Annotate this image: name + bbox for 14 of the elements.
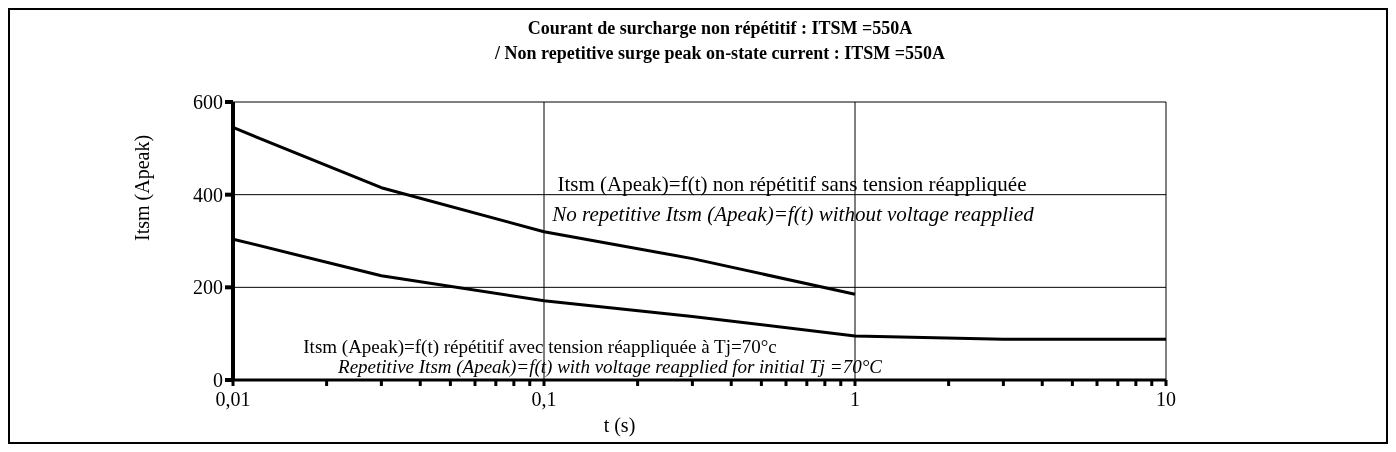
y-tick-label: 600 — [193, 91, 223, 114]
chart-subtitle: / Non repetitive surge peak on-state current : ITSM =550A — [493, 43, 946, 64]
x-tick-label: 10 — [1156, 388, 1176, 410]
annotation: No repetitive Itsm (Apeak)=f(t) without voltage reapplied — [552, 202, 1034, 226]
x-tick-label: 0,1 — [531, 388, 557, 410]
annotation: Repetitive Itsm (Apeak)=f(t) with voltage reapplied for initial Tj =70°C — [338, 356, 882, 377]
y-tick-label: 200 — [193, 276, 223, 299]
chart-title: Courant de surcharge non répétitif : ITSM =550A — [526, 18, 914, 39]
x-tick-label: 1 — [850, 388, 860, 410]
annotation: Itsm (Apeak)=f(t) non répétitif sans tension réappliquée — [557, 172, 1027, 196]
y-axis-title: Itsm (Apeak) — [131, 134, 155, 241]
y-tick-label: 400 — [193, 183, 223, 206]
annotation: Itsm (Apeak)=f(t) répétitif avec tension réappliquée à Tj=70°c — [303, 336, 777, 357]
x-axis-title: t (s) — [603, 414, 636, 437]
